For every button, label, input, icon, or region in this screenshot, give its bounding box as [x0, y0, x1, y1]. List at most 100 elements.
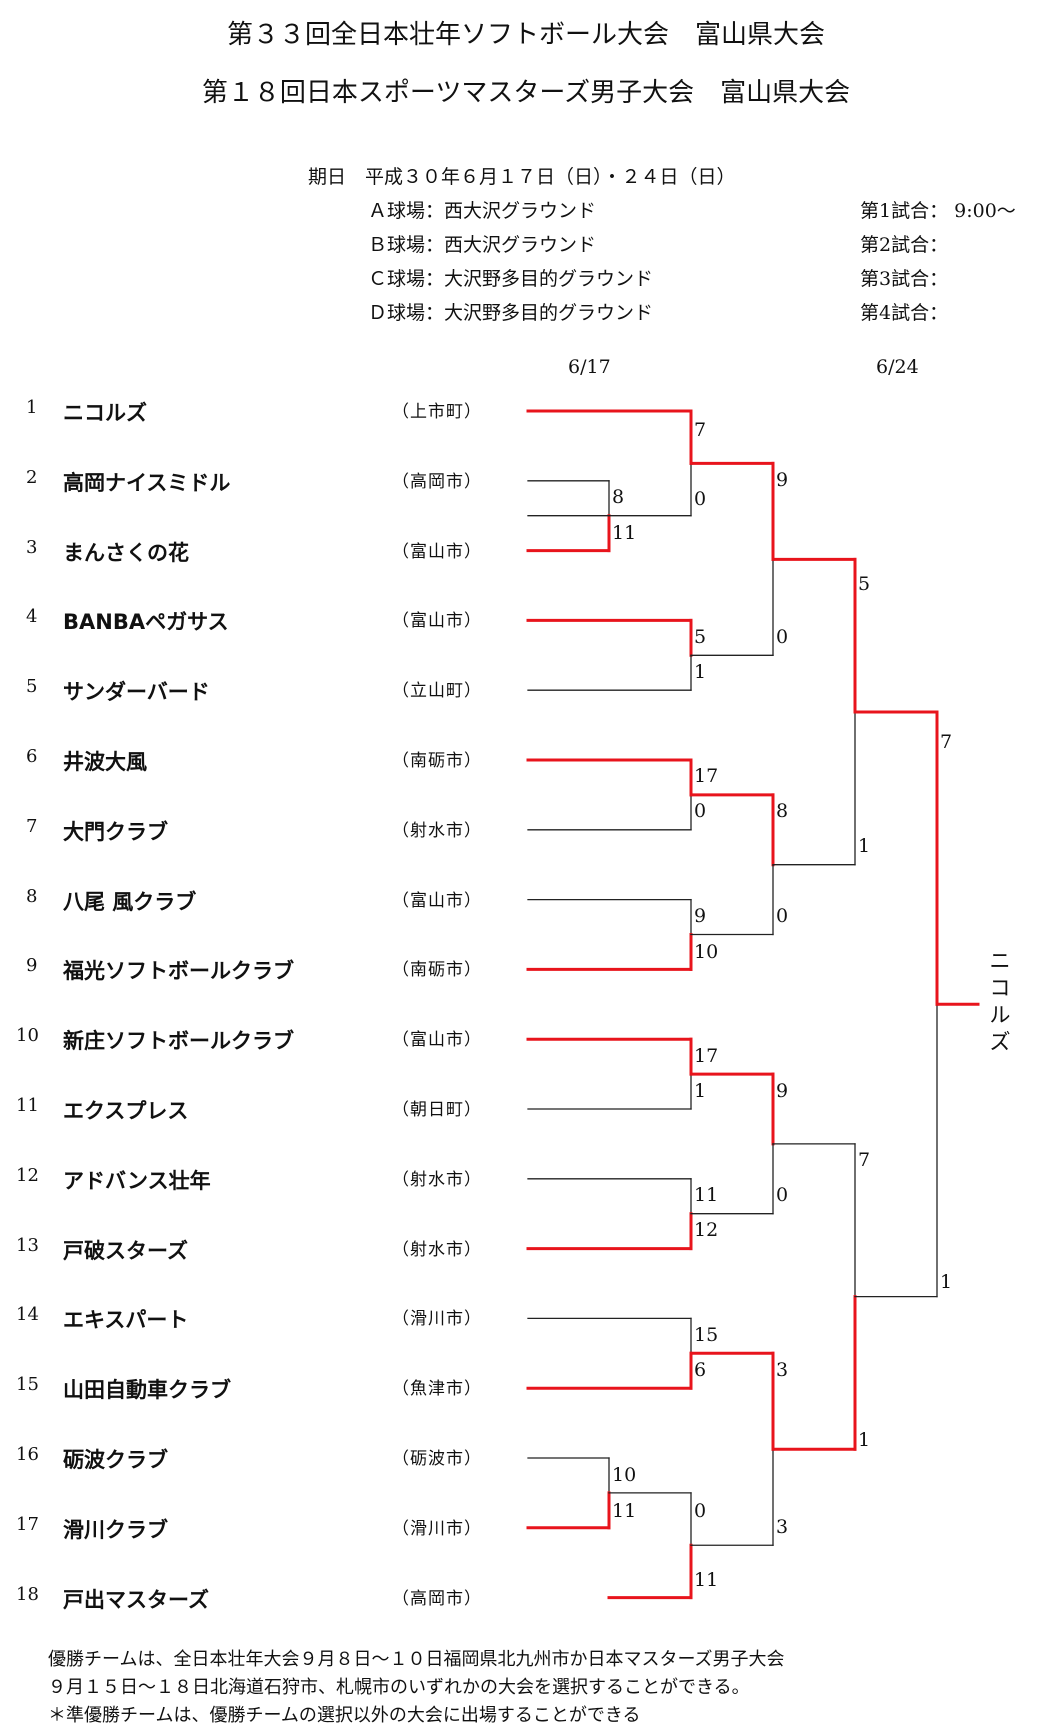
team-name: エキスパート — [63, 1308, 189, 1333]
team-city: （立山町） — [392, 681, 482, 702]
score-label: 7 — [858, 1149, 871, 1171]
match-time-1: 第1試合： 9:00～ — [860, 200, 1016, 222]
score-label: 1 — [858, 1429, 871, 1451]
team-number: 15 — [16, 1374, 39, 1396]
note-line-3: ＊準優勝チームは、優勝チームの選択以外の大会に出場することができる — [48, 1705, 641, 1726]
score-label: 0 — [694, 1500, 707, 1522]
team-city: （上市町） — [392, 402, 482, 422]
score-label: 17 — [694, 765, 719, 787]
score-label: 1 — [858, 835, 871, 857]
round-date-1: 6/17 — [568, 356, 611, 378]
champion-name: ニコルズ — [989, 949, 1011, 1054]
score-label: 9 — [694, 905, 707, 927]
tournament-bracket — [526, 409, 980, 1600]
score-label: 9 — [776, 1080, 789, 1102]
score-label: 12 — [694, 1219, 719, 1241]
score-label: 3 — [776, 1516, 789, 1538]
team-number: 4 — [26, 606, 38, 628]
venue-d: Ｄ球場：大沢野多目的グラウンド — [368, 302, 654, 324]
team-name: 福光ソフトボールクラブ — [63, 959, 294, 984]
team-name: サンダーバード — [63, 680, 210, 705]
score-label: 8 — [612, 486, 625, 508]
score-label: 5 — [694, 626, 707, 648]
team-city: （滑川市） — [392, 1518, 482, 1539]
score-label: 7 — [940, 731, 953, 753]
match-time-3: 第3試合： — [860, 268, 949, 290]
score-label: 1 — [940, 1271, 953, 1293]
team-name: エクスプレス — [63, 1099, 189, 1123]
score-label: 17 — [694, 1045, 719, 1067]
team-name: 砺波クラブ — [63, 1448, 168, 1472]
venue-a: Ａ球場：西大沢グラウンド — [368, 200, 597, 222]
match-time-2: 第2試合： — [860, 234, 949, 256]
score-label: 0 — [776, 1184, 789, 1206]
note-line-2: ９月１５日～１８日北海道石狩市、札幌市のいずれかの大会を選択することができる。 — [48, 1677, 750, 1698]
score-label: 11 — [612, 1500, 637, 1522]
title-line-2: 第１８回日本スポーツマスターズ男子大会 富山県大会 — [201, 78, 851, 108]
team-city: （富山市） — [392, 541, 482, 562]
team-name: 山田自動車クラブ — [63, 1378, 231, 1403]
team-city: （富山市） — [392, 890, 482, 911]
team-city: （滑川市） — [392, 1309, 482, 1330]
team-city: （富山市） — [392, 1030, 482, 1051]
team-number: 8 — [26, 885, 38, 907]
score-label: 0 — [776, 626, 789, 648]
team-city: （富山市） — [392, 611, 482, 632]
score-label: 1 — [694, 1080, 707, 1102]
score-label: 8 — [776, 800, 789, 822]
score-label: 11 — [612, 522, 637, 544]
score-label: 10 — [612, 1464, 637, 1486]
score-label: 6 — [694, 1359, 707, 1381]
score-label: 5 — [858, 573, 871, 595]
team-number: 9 — [26, 955, 38, 977]
team-number: 5 — [26, 676, 38, 698]
score-label: 0 — [694, 488, 707, 510]
team-city: （射水市） — [392, 820, 482, 841]
score-label: 7 — [694, 419, 707, 441]
team-city: （射水市） — [392, 1169, 482, 1190]
team-number: 17 — [16, 1513, 39, 1535]
team-name: 高岡ナイスミドル — [63, 470, 231, 495]
team-number: 2 — [26, 466, 38, 488]
team-city: （魚津市） — [392, 1379, 482, 1400]
team-number: 14 — [16, 1304, 39, 1326]
team-city: （南砺市） — [392, 960, 482, 981]
team-city: （高岡市） — [392, 1588, 482, 1609]
team-city: （射水市） — [392, 1239, 482, 1260]
team-number: 1 — [26, 397, 38, 418]
score-label: 9 — [776, 469, 789, 491]
team-name: ニコルズ — [63, 401, 147, 425]
score-label: 10 — [694, 941, 719, 963]
team-city: （南砺市） — [392, 751, 482, 771]
score-label: 3 — [776, 1359, 789, 1381]
team-name: 戸出マスターズ — [63, 1587, 209, 1612]
score-label: 11 — [694, 1569, 719, 1591]
team-city: （朝日町） — [392, 1100, 482, 1120]
venue-c: Ｃ球場：大沢野多目的グラウンド — [368, 268, 654, 290]
team-number: 6 — [26, 746, 38, 767]
team-name: まんさくの花 — [63, 540, 189, 565]
team-name: 井波大風 — [63, 750, 147, 774]
round-date-2: 6/24 — [876, 356, 919, 378]
score-label: 0 — [776, 905, 789, 927]
team-name: 大門クラブ — [63, 819, 168, 844]
team-number: 3 — [26, 536, 38, 558]
team-name: BANBAペガサス — [63, 610, 229, 635]
team-name: 滑川クラブ — [63, 1517, 168, 1542]
score-label: 15 — [694, 1324, 719, 1346]
match-time-4: 第4試合： — [860, 302, 949, 324]
team-name: 新庄ソフトボールクラブ — [63, 1029, 294, 1054]
team-city: （高岡市） — [392, 471, 482, 492]
team-name: 戸破スターズ — [63, 1238, 188, 1263]
team-city: （砺波市） — [392, 1449, 482, 1469]
team-number: 13 — [16, 1234, 39, 1256]
team-number: 7 — [26, 815, 38, 837]
score-label: 1 — [694, 661, 707, 683]
title-line-1: 第３３回全日本壮年ソフトボール大会 富山県大会 — [226, 20, 825, 50]
note-line-1: 優勝チームは、全日本壮年大会９月８日～１０日福岡県北九州市か日本マスターズ男子大… — [48, 1649, 785, 1670]
team-number: 16 — [16, 1444, 39, 1465]
score-label: 11 — [694, 1184, 719, 1206]
venue-b: Ｂ球場：西大沢グラウンド — [368, 234, 597, 256]
team-name: 八尾 風クラブ — [63, 889, 197, 914]
team-number: 18 — [16, 1583, 39, 1605]
